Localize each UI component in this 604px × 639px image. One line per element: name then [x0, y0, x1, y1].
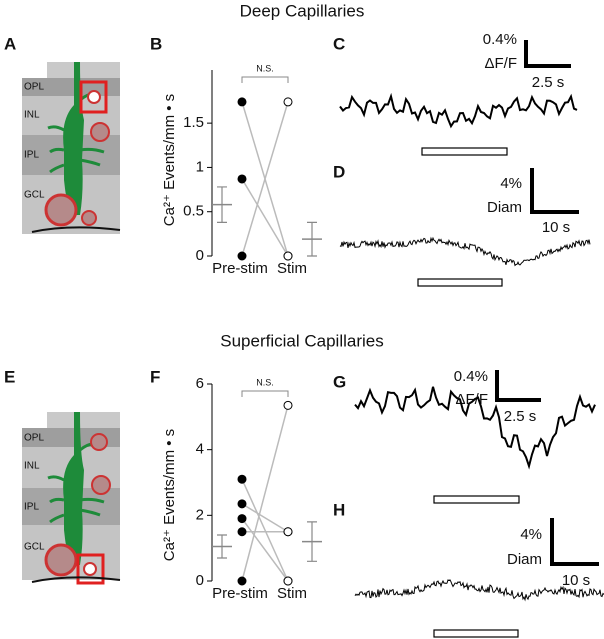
scale-label: Diam — [507, 551, 542, 568]
y-tick-label: 2 — [196, 506, 204, 523]
scale-label: 10 s — [562, 572, 590, 589]
panel-label: F — [150, 367, 160, 386]
y-tick-label: 0.5 — [183, 203, 204, 220]
y-tick-label: 6 — [196, 375, 204, 392]
layer-label: IPL — [24, 502, 39, 513]
data-point — [237, 251, 247, 261]
trace — [354, 579, 604, 602]
annotation: N.S. — [256, 377, 274, 387]
pair-line — [241, 178, 289, 257]
y-axis-label: Ca²⁺ Events/mm • s — [161, 94, 178, 226]
data-point — [237, 514, 247, 524]
scale-bars — [495, 40, 599, 566]
trace — [339, 236, 591, 267]
section-title: Deep Capillaries — [240, 1, 365, 20]
annotation: N.S. — [256, 63, 274, 73]
layer-label: OPL — [24, 82, 44, 93]
section-title: Superficial Capillaries — [220, 331, 383, 350]
data-point — [237, 474, 247, 484]
stimulus-bars — [417, 147, 520, 638]
panel-label: B — [150, 34, 162, 53]
pair-line — [241, 405, 289, 582]
data-point — [237, 97, 247, 107]
x-tick-label: Pre-stim — [212, 260, 268, 277]
pair-line — [241, 101, 289, 257]
pair-line — [241, 503, 289, 533]
panel-label: H — [333, 500, 345, 519]
panel-label: E — [4, 367, 15, 386]
y-tick-label: 0 — [196, 247, 204, 264]
layer-label: IPL — [24, 150, 39, 161]
error-bar — [307, 221, 317, 257]
scale-label: 4% — [500, 175, 522, 192]
data-point — [283, 97, 293, 107]
error-bar — [307, 521, 317, 562]
x-tick-label: Stim — [277, 260, 307, 277]
data-point — [283, 576, 293, 586]
error-bar — [217, 186, 227, 223]
panel-label: D — [333, 162, 345, 181]
trace — [354, 386, 596, 470]
x-tick-label: Stim — [277, 585, 307, 602]
scale-label: 2.5 s — [504, 408, 537, 425]
data-point — [283, 527, 293, 537]
panel-label: C — [333, 34, 345, 53]
data-point — [237, 499, 247, 509]
retina-diagram: OPL INL IPL GCL — [22, 62, 121, 234]
data-point — [283, 251, 293, 261]
y-tick-label: 1.5 — [183, 114, 204, 131]
scale-label: 2.5 s — [532, 74, 565, 91]
annotation-bracket — [241, 390, 289, 397]
scale-label: 4% — [520, 526, 542, 543]
pair-line — [241, 478, 289, 582]
scale-label: ΔF/F — [484, 55, 517, 72]
y-tick-label: 0 — [196, 572, 204, 589]
layer-label: GCL — [24, 190, 45, 201]
layer-label: INL — [24, 461, 40, 472]
data-point — [237, 576, 247, 586]
traces — [339, 92, 604, 602]
layer-label: OPL — [24, 433, 44, 444]
y-tick-label: 4 — [196, 441, 204, 458]
data-point — [237, 174, 247, 184]
layer-label: INL — [24, 110, 40, 121]
panel-label: A — [4, 34, 16, 53]
layer-label: GCL — [24, 542, 45, 553]
scale-label: Diam — [487, 199, 522, 216]
error-bar — [217, 534, 227, 559]
trace — [339, 92, 578, 129]
scale-label: 0.4% — [483, 31, 517, 48]
scale-label: 10 s — [542, 219, 570, 236]
retina-diagram: OPL INL IPL GCL — [22, 412, 121, 585]
panel-label: G — [333, 372, 346, 391]
x-tick-label: Pre-stim — [212, 585, 268, 602]
pair-line — [241, 518, 289, 582]
data-point — [237, 527, 247, 537]
y-axis-label: Ca²⁺ Events/mm • s — [161, 429, 178, 561]
data-point — [283, 400, 293, 410]
scale-label: 0.4% — [454, 368, 488, 385]
annotation-bracket — [241, 76, 289, 83]
y-tick-label: 1 — [196, 158, 204, 175]
